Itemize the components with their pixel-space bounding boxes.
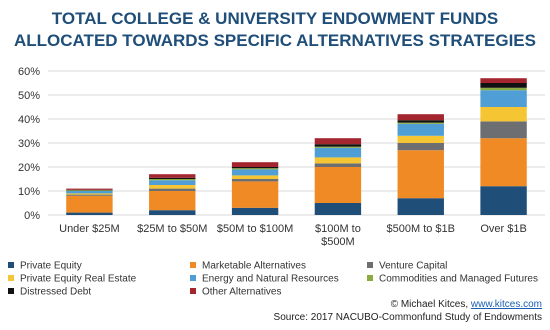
legend-label: Private Equity — [20, 261, 82, 272]
bar-segment — [397, 198, 444, 215]
bar-segment — [231, 167, 279, 169]
bar-segment — [397, 123, 444, 136]
legend-swatch — [8, 288, 14, 294]
bar-segment — [314, 138, 362, 145]
y-tick-label: 50% — [18, 90, 40, 102]
legend-label: Distressed Debt — [20, 287, 91, 298]
legend-label: Marketable Alternatives — [202, 261, 306, 272]
legend-label: Energy and Natural Resources — [202, 274, 339, 285]
bar-segment — [480, 121, 527, 139]
bar-segment — [149, 188, 196, 191]
y-tick-label: 10% — [18, 186, 40, 198]
bar-segment — [397, 135, 444, 143]
bar-segment — [66, 193, 113, 195]
bar-segment — [314, 163, 362, 167]
legend-label: Other Alternatives — [202, 287, 281, 298]
bar-segment — [149, 174, 196, 178]
legend-swatch — [190, 275, 196, 281]
y-tick-label: 40% — [18, 114, 40, 126]
y-tick-label: 30% — [18, 138, 40, 150]
bar-segment — [480, 90, 527, 107]
chart-title: ALLOCATED TOWARDS SPECIFIC ALTERNATIVES … — [14, 31, 536, 50]
x-tick-label: $50M to $100M — [216, 223, 294, 235]
bar-segment — [397, 143, 444, 151]
bar-segment — [314, 167, 362, 203]
x-tick-label: Under $25M — [59, 223, 120, 235]
bar-segment — [231, 181, 279, 208]
legend-swatch — [190, 262, 196, 268]
bar-segment — [480, 186, 527, 215]
bar-segment — [480, 138, 527, 187]
legend-label: Private Equity Real Estate — [20, 274, 137, 285]
bar-segment — [231, 175, 279, 179]
bar-segment — [66, 212, 113, 215]
credit: © Michael Kitces, www.kitces.com — [391, 299, 542, 310]
legend-label: Venture Capital — [379, 261, 447, 272]
legend-swatch — [190, 288, 196, 294]
bar-segment — [149, 185, 196, 189]
bar-segment — [231, 207, 279, 215]
bar-segment — [149, 177, 196, 179]
bar-segment — [149, 191, 196, 211]
bar-segment — [314, 146, 362, 148]
bar-segment — [149, 210, 196, 215]
bar-segment — [231, 162, 279, 167]
bar-segment — [149, 180, 196, 185]
legend-label: Commodities and Managed Futures — [379, 274, 538, 285]
bar-segment — [66, 191, 113, 194]
bar-segment — [66, 188, 113, 190]
bar-segment — [314, 147, 362, 158]
source: Source: 2017 NACUBO-Commonfund Study of … — [274, 312, 542, 323]
x-tick-label: Over $1B — [480, 223, 527, 235]
bar-segment — [480, 78, 527, 83]
bar-segment — [397, 150, 444, 199]
x-tick-label: $25M to $50M — [137, 223, 208, 235]
bar-segment — [480, 87, 527, 91]
legend-swatch — [8, 275, 14, 281]
legend-swatch — [367, 262, 373, 268]
bar-segment — [66, 194, 113, 196]
bar-segment — [480, 83, 527, 88]
credit-link[interactable]: www.kitces.com — [470, 299, 542, 310]
y-tick-label: 0% — [24, 210, 40, 222]
y-tick-label: 20% — [18, 162, 40, 174]
bar-segment — [314, 203, 362, 215]
bar-segment — [397, 122, 444, 124]
y-tick-label: 60% — [18, 66, 40, 78]
x-tick-label: $100M to $500M — [314, 223, 361, 248]
legend-swatch — [367, 275, 373, 281]
chart-title: TOTAL COLLEGE & UNIVERSITY ENDOWMENT FUN… — [52, 9, 498, 28]
bar-segment — [231, 169, 279, 176]
bar-segment — [314, 144, 362, 147]
bar-segment — [66, 195, 113, 213]
bar-segment — [397, 114, 444, 121]
legend-swatch — [8, 262, 14, 268]
x-tick-label: $500M to $1B — [386, 223, 456, 235]
bar-segment — [149, 179, 196, 181]
bar-segment — [231, 179, 279, 182]
credit-prefix: © Michael Kitces, — [391, 299, 471, 310]
bar-segment — [231, 168, 279, 170]
bar-segment — [66, 190, 113, 191]
bar-segment — [314, 157, 362, 164]
bar-segment — [397, 120, 444, 123]
bar-segment — [480, 107, 527, 122]
